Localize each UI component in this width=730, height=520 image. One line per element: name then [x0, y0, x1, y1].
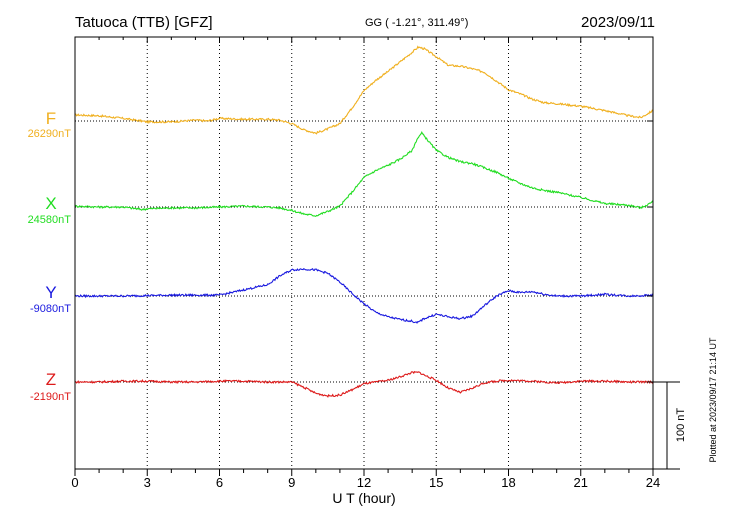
series-name-x: X [45, 194, 56, 213]
baseline-value-z: -2190nT [30, 391, 71, 403]
baseline-value-y: -9080nT [30, 303, 71, 315]
x-tick-label: 18 [501, 475, 515, 490]
series-line-f [74, 45, 654, 135]
baseline-value-f: 26290nT [28, 128, 72, 140]
series-line-y [74, 267, 654, 324]
scale-bar-label: 100 nT [675, 408, 687, 443]
geographic-coordinates: GG ( -1.21°, 311.49°) [365, 17, 468, 29]
x-tick-label: 21 [574, 475, 588, 490]
station-title: Tatuoca (TTB) [GFZ] [75, 14, 213, 31]
x-axis-label: U T (hour) [332, 490, 395, 506]
series-name-f: F [46, 109, 56, 128]
x-tick-label: 3 [144, 475, 151, 490]
x-tick-label: 6 [216, 475, 223, 490]
plotted-timestamp: Plotted at 2023/09/17 21:14 UT [708, 337, 718, 463]
x-tick-label: 12 [357, 475, 371, 490]
x-tick-label: 15 [429, 475, 443, 490]
x-tick-label: 0 [71, 475, 78, 490]
series-lines [74, 45, 654, 398]
x-tick-label: 24 [646, 475, 660, 490]
grid [75, 37, 653, 469]
baseline-value-x: 24580nT [28, 214, 72, 226]
scale-bar: 100 nT [653, 381, 687, 470]
plot-frame [74, 36, 654, 470]
series-name-y: Y [45, 283, 56, 302]
series-line-x [74, 131, 654, 218]
date-label: 2023/09/11 [581, 14, 655, 31]
series-line-z [74, 370, 654, 398]
x-tick-label: 9 [288, 475, 295, 490]
series-name-z: Z [46, 370, 56, 389]
